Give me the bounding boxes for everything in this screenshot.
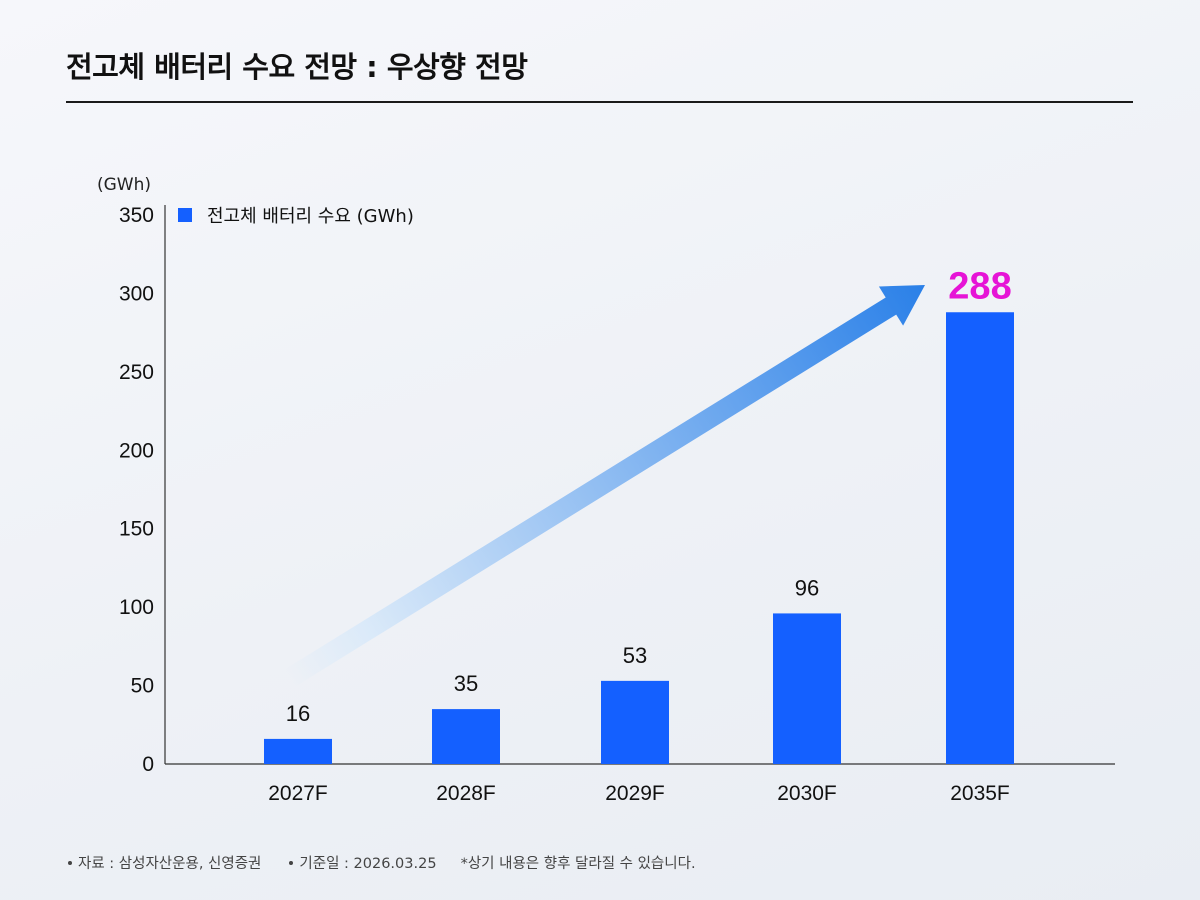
x-tick-label-2035f: 2035F (950, 782, 1010, 805)
bullet-dot (68, 860, 72, 865)
value-label-2029f: 53 (623, 643, 647, 668)
x-tick-label-2029f: 2029F (605, 782, 665, 805)
y-tick-label: 300 (119, 282, 154, 305)
bullet-dot (289, 860, 294, 865)
footer-base-date-text: 기준일 : 2026.03.25 (299, 856, 437, 872)
value-label-2035f: 288 (948, 265, 1011, 307)
bar-2028f (432, 709, 500, 764)
x-tick-label-2030f: 2030F (777, 782, 837, 805)
value-label-2030f: 96 (795, 575, 819, 600)
legend-swatch (178, 208, 192, 222)
bar-2030f (773, 613, 841, 764)
y-tick-label: 250 (119, 361, 154, 384)
footer-source-text: 자료 : 삼성자산운용, 신영증권 (78, 856, 262, 872)
title-divider (66, 101, 1133, 103)
trend-arrow-layer (284, 285, 925, 687)
y-tick-label: 350 (119, 204, 154, 227)
value-label-2027f: 16 (286, 701, 310, 726)
legend-label: 전고체 배터리 수요 (GWh) (207, 206, 414, 227)
axes-layer: (GWh) 0 50 100 150 200 250 300 350 2027F 2028F 2029… (97, 175, 1115, 805)
bar-2029f (601, 680, 669, 764)
trend-arrow (284, 285, 925, 687)
y-tick-label: 200 (119, 439, 154, 462)
value-label-2028f: 35 (454, 671, 478, 696)
demand-bar-chart: (GWh) 0 50 100 150 200 250 300 350 2027F 2028F 2029… (97, 175, 1115, 805)
y-tick-label: 150 (119, 518, 154, 541)
y-tick-label: 0 (142, 753, 154, 776)
footer-disclaimer: *상기 내용은 향후 달라질 수 있습니다. (460, 856, 696, 872)
y-tick-label: 50 (131, 675, 154, 698)
legend-layer: 전고체 배터리 수요 (GWh) (178, 206, 414, 227)
bars-layer: 16 35 53 96 288 (264, 265, 1014, 764)
page-title: 전고체 배터리 수요 전망 : 우상향 전망 (66, 50, 528, 84)
bar-2035f (946, 312, 1014, 764)
footer: 자료 : 삼성자산운용, 신영증권 기준일 : 2026.03.25 *상기 내… (68, 852, 724, 873)
footer-source: 자료 : 삼성자산운용, 신영증권 (68, 852, 261, 873)
x-tick-label-2028f: 2028F (436, 782, 496, 805)
y-tick-label: 100 (119, 596, 154, 619)
y-axis-unit-label: (GWh) (97, 175, 151, 195)
x-tick-label-2027f: 2027F (268, 782, 328, 805)
footer-base-date: 기준일 : 2026.03.25 (289, 852, 437, 873)
bar-2027f (264, 738, 332, 764)
